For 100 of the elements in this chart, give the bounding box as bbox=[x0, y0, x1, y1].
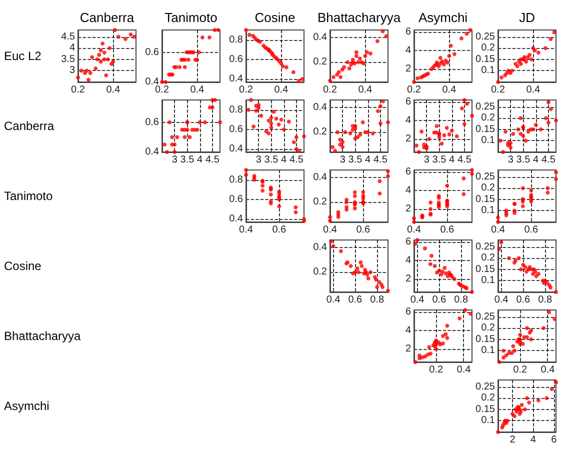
y-tick-label: 0.8 bbox=[229, 34, 244, 46]
chart-title: Cosine bbox=[254, 10, 296, 25]
y-tick-label: 4 bbox=[405, 44, 412, 56]
x-tick-label: 4.5 bbox=[289, 154, 304, 166]
chart-title: Bhattacharyya bbox=[317, 10, 402, 25]
x-tick-label: 3.5 bbox=[180, 154, 195, 166]
x-tick-label: 2 bbox=[510, 434, 516, 446]
y-tick-label: 4 bbox=[405, 254, 412, 266]
y-axis-title: Euc L2 bbox=[4, 49, 42, 63]
y-tick-label: 0.6 bbox=[229, 194, 244, 205]
x-tick-label: 0.4 bbox=[358, 84, 373, 96]
x-tick-label: 0.4 bbox=[239, 224, 254, 236]
y-tick-label: 0.15 bbox=[476, 194, 496, 205]
x-tick-label: 3.5 bbox=[264, 154, 279, 166]
y-tick-label: 0.8 bbox=[229, 174, 244, 186]
x-tick-label: 0.6 bbox=[440, 224, 455, 236]
x-tick-label: 0.2 bbox=[513, 364, 528, 376]
x-tick-label: 0.4 bbox=[494, 294, 509, 306]
x-tick-label: 0.2 bbox=[323, 84, 338, 96]
y-tick-label: 6 bbox=[405, 306, 412, 318]
y-tick-label: 0.1 bbox=[481, 345, 496, 356]
x-tick-label: 3 bbox=[340, 154, 346, 166]
x-tick-label: 3 bbox=[424, 154, 430, 166]
y-tick-label: 0.2 bbox=[481, 112, 496, 124]
y-tick-label: 2 bbox=[405, 64, 412, 74]
x-tick-label: 4 bbox=[197, 154, 204, 166]
y-axis-title: Bhattacharyya bbox=[4, 329, 82, 343]
y-tick-label: 0.15 bbox=[476, 54, 496, 65]
x-tick-label: 0.4 bbox=[491, 224, 506, 236]
x-tick-label: 6 bbox=[551, 434, 558, 446]
x-tick-label: 4.5 bbox=[205, 154, 220, 166]
x-tick-label: 3 bbox=[256, 154, 262, 166]
y-tick-label: 0.4 bbox=[229, 74, 244, 85]
y-tick-label: 0.2 bbox=[313, 266, 328, 278]
y-tick-label: 0.25 bbox=[476, 381, 496, 392]
chart-title: Tanimoto bbox=[164, 10, 218, 25]
x-tick-label: 0.6 bbox=[516, 294, 531, 306]
y-tick-label: 0.25 bbox=[476, 241, 496, 252]
y-tick-label: 0.6 bbox=[229, 124, 244, 135]
x-tick-label: 0.2 bbox=[155, 84, 170, 96]
x-tick-label: 0.2 bbox=[429, 364, 444, 376]
y-tick-label: 0.6 bbox=[229, 54, 244, 65]
y-tick-label: 0.4 bbox=[145, 146, 160, 158]
x-tick-label: 4.5 bbox=[541, 154, 556, 166]
y-tick-label: 0.15 bbox=[476, 124, 496, 135]
y-tick-label: 0.2 bbox=[481, 42, 496, 54]
y-axis-title: Tanimoto bbox=[4, 189, 54, 203]
y-tick-label: 0.2 bbox=[481, 322, 496, 334]
y-tick-label: 0.25 bbox=[476, 101, 496, 112]
y-tick-label: 0.15 bbox=[476, 404, 496, 415]
y-tick-label: 6 bbox=[405, 166, 412, 178]
x-tick-label: 0.4 bbox=[456, 364, 472, 376]
y-tick-label: 0.2 bbox=[313, 196, 328, 208]
x-tick-label: 0.6 bbox=[524, 224, 539, 236]
x-tick-label: 0.6 bbox=[348, 294, 363, 306]
y-tick-label: 4 bbox=[405, 184, 412, 196]
x-tick-label: 3 bbox=[172, 154, 178, 166]
x-tick-label: 0.4 bbox=[323, 224, 338, 236]
y-tick-label: 0.4 bbox=[229, 144, 244, 155]
y-tick-label: 0.2 bbox=[313, 126, 328, 138]
y-tick-label: 0.2 bbox=[313, 56, 328, 68]
y-axis-title: Canberra bbox=[4, 119, 54, 133]
y-tick-label: 0.25 bbox=[476, 31, 496, 42]
y-tick-label: 0.25 bbox=[476, 311, 496, 322]
y-axis-title: Asymchi bbox=[4, 399, 50, 413]
x-tick-label: 4 bbox=[281, 154, 288, 166]
x-tick-label: 0.4 bbox=[442, 84, 457, 96]
x-tick-label: 3.5 bbox=[348, 154, 363, 166]
y-tick-label: 0.6 bbox=[145, 116, 160, 128]
y-tick-label: 6 bbox=[405, 26, 412, 38]
y-tick-label: 6 bbox=[405, 96, 412, 108]
x-tick-label: 4 bbox=[533, 154, 540, 166]
y-tick-label: 0.2 bbox=[481, 182, 496, 194]
x-tick-label: 3.5 bbox=[432, 154, 447, 166]
x-tick-label: 0.6 bbox=[356, 224, 371, 236]
x-tick-label: 4.5 bbox=[373, 154, 388, 166]
y-tick-label: 6 bbox=[405, 236, 412, 248]
x-tick-label: 0.8 bbox=[538, 294, 552, 306]
y-tick-label: 0.1 bbox=[481, 275, 496, 286]
y-tick-label: 2 bbox=[405, 204, 412, 214]
y-tick-label: 0.4 bbox=[313, 172, 328, 183]
y-tick-label: 4 bbox=[405, 114, 412, 126]
y-tick-label: 0.1 bbox=[481, 65, 496, 76]
y-axis-title: Cosine bbox=[4, 259, 42, 273]
y-tick-label: 0.15 bbox=[476, 334, 496, 345]
y-tick-label: 0.2 bbox=[481, 392, 496, 404]
x-tick-label: 0.2 bbox=[239, 84, 254, 96]
y-tick-label: 4.5 bbox=[61, 31, 76, 42]
x-tick-label: 4 bbox=[365, 154, 372, 166]
y-tick-label: 0.8 bbox=[229, 104, 244, 116]
y-tick-label: 4 bbox=[405, 324, 412, 336]
x-tick-label: 3.5 bbox=[516, 154, 531, 166]
x-tick-label: 0.4 bbox=[326, 294, 341, 306]
y-tick-label: 2 bbox=[405, 274, 412, 284]
x-tick-label: 4 bbox=[449, 154, 456, 166]
x-tick-label: 4 bbox=[530, 434, 536, 446]
x-tick-label: 0.2 bbox=[491, 84, 506, 96]
y-tick-label: 0.4 bbox=[313, 242, 328, 253]
chart-title: JD bbox=[519, 10, 535, 25]
y-tick-label: 0.4 bbox=[313, 102, 328, 113]
